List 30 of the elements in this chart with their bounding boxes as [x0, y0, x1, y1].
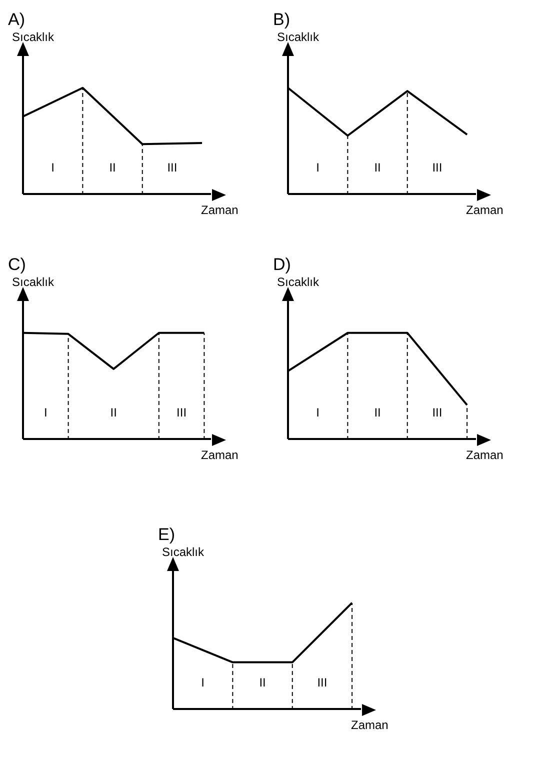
annotation: II — [110, 406, 117, 420]
annotation: II — [109, 160, 116, 175]
chart-title: D) — [273, 255, 291, 275]
y-axis-title: Sıcaklık — [162, 545, 204, 559]
annotation: II — [374, 160, 381, 175]
annotation: III — [317, 676, 328, 690]
y-axis-title: Sıcaklık — [277, 30, 320, 44]
y-axis-title: Sıcaklık — [12, 30, 54, 44]
chart-title: B) — [273, 10, 290, 30]
chart-title: C) — [8, 255, 26, 275]
annotation: I — [316, 160, 320, 175]
x-axis-title: Zaman — [351, 718, 388, 732]
y-axis-title: Sıcaklık — [12, 275, 54, 289]
chart-title: A) — [8, 10, 25, 30]
x-axis-title: Zaman — [466, 203, 504, 217]
annotation: I — [51, 160, 55, 175]
annotation: III — [176, 406, 187, 420]
annotation: I — [316, 406, 320, 420]
x-axis-title: Zaman — [466, 448, 504, 462]
x-axis-title: Zaman — [201, 203, 238, 217]
chart-title: E) — [158, 525, 175, 545]
annotation: II — [259, 676, 266, 690]
annotation: III — [432, 406, 442, 420]
annotation: I — [44, 406, 48, 420]
x-axis-title: Zaman — [201, 448, 238, 462]
annotation: I — [201, 676, 205, 690]
annotation: III — [432, 160, 442, 175]
y-axis-title: Sıcaklık — [277, 275, 320, 289]
annotation: II — [374, 406, 381, 420]
annotation: III — [167, 160, 178, 175]
